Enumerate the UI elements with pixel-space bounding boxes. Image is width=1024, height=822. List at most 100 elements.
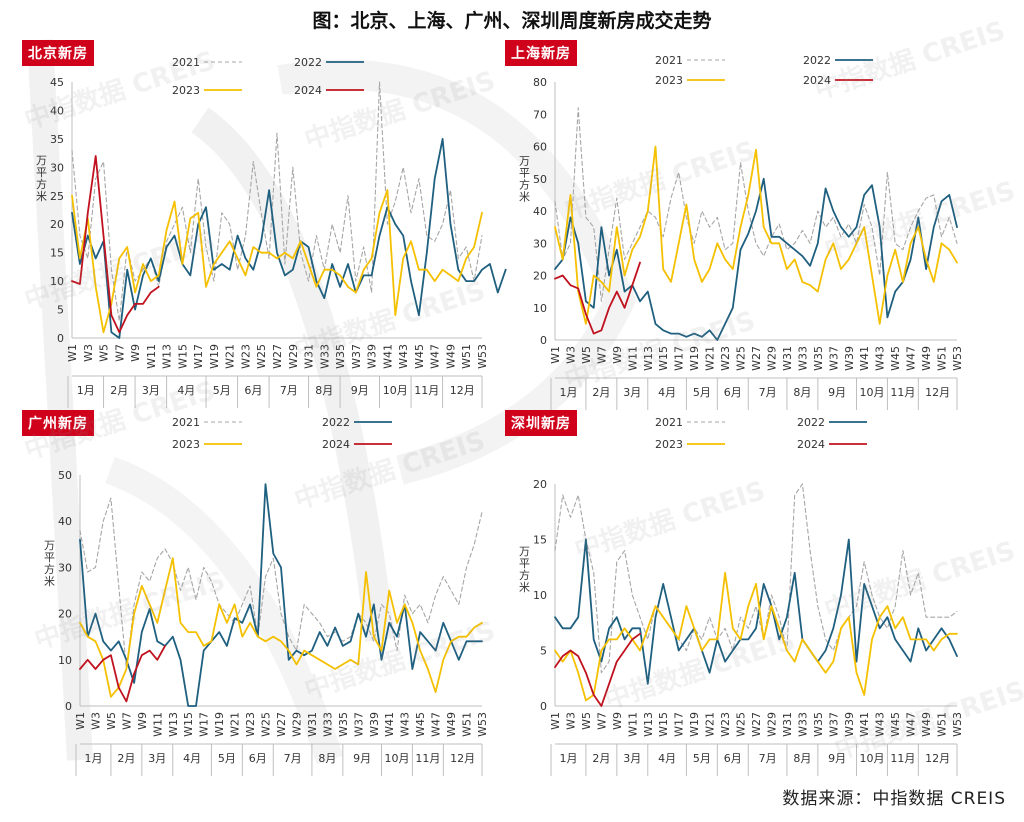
month-label: 4月 (183, 752, 201, 765)
x-tick-label: W11 (151, 712, 164, 737)
x-tick-label: W35 (334, 344, 347, 369)
x-tick-label: W25 (735, 712, 748, 737)
month-label: 5月 (693, 386, 711, 399)
legend-label: 2021 (172, 416, 200, 429)
y-tick-label: 10 (533, 302, 547, 315)
month-label: 11月 (415, 752, 440, 765)
x-tick-label: W7 (595, 346, 608, 364)
y-tick-label: 5 (57, 304, 64, 317)
y-tick-label: 20 (58, 608, 72, 621)
x-tick-label: W25 (260, 712, 273, 737)
month-label: 1月 (559, 752, 577, 765)
y-tick-label: 40 (533, 205, 547, 218)
x-tick-label: W15 (657, 712, 670, 737)
month-label: 10月 (383, 384, 408, 397)
x-tick-label: W31 (781, 712, 794, 737)
x-tick-label: W45 (414, 712, 427, 737)
x-tick-label: W31 (781, 346, 794, 371)
series-line-2024 (79, 644, 166, 703)
series-line-2022 (79, 483, 483, 707)
month-label: 7月 (280, 384, 298, 397)
x-tick-label: W27 (275, 712, 288, 737)
x-tick-label: W35 (812, 346, 825, 371)
month-label: 8月 (793, 752, 811, 765)
x-tick-label: W43 (399, 712, 412, 737)
legend-label: 2022 (322, 416, 350, 429)
month-label: 2月 (592, 752, 610, 765)
x-tick-label: W39 (843, 712, 856, 737)
y-tick-label: 15 (533, 534, 547, 547)
y-tick-label: 0 (65, 700, 72, 713)
x-tick-label: W1 (549, 346, 562, 364)
month-label: 4月 (177, 384, 195, 397)
x-tick-label: W19 (688, 712, 701, 737)
x-tick-label: W15 (182, 712, 195, 737)
legend-label: 2021 (172, 56, 200, 69)
x-tick-label: W21 (229, 712, 242, 737)
month-label: 11月 (890, 752, 915, 765)
month-label: 3月 (148, 752, 166, 765)
x-tick-label: W31 (306, 712, 319, 737)
x-tick-label: W51 (936, 346, 949, 371)
x-tick-label: W37 (827, 346, 840, 371)
month-label: 12月 (925, 386, 950, 399)
month-label: 10月 (859, 386, 884, 399)
x-tick-label: W51 (461, 712, 474, 737)
x-tick-label: W11 (626, 712, 639, 737)
series-line-2022 (554, 538, 958, 685)
month-label: 10月 (859, 752, 884, 765)
x-tick-label: W47 (905, 712, 918, 737)
y-axis-unit: 万平方米 (519, 545, 530, 594)
y-tick-label: 60 (533, 141, 547, 154)
month-label: 6月 (724, 752, 742, 765)
x-tick-label: W43 (397, 344, 410, 369)
y-tick-label: 25 (50, 190, 64, 203)
x-tick-label: W45 (413, 344, 426, 369)
x-tick-label: W39 (366, 344, 379, 369)
y-tick-label: 35 (50, 133, 64, 146)
month-label: 8月 (793, 386, 811, 399)
x-tick-label: W3 (89, 712, 102, 730)
y-axis-unit: 万平方米 (519, 155, 530, 204)
x-tick-label: W27 (750, 346, 763, 371)
x-tick-label: W27 (750, 712, 763, 737)
x-tick-label: W29 (290, 712, 303, 737)
x-tick-label: W49 (445, 712, 458, 737)
x-tick-label: W47 (429, 344, 442, 369)
x-tick-label: W31 (303, 344, 316, 369)
month-label: 9月 (353, 752, 371, 765)
x-tick-label: W15 (176, 344, 189, 369)
x-tick-label: W17 (198, 712, 211, 737)
x-tick-label: W33 (796, 712, 809, 737)
month-label: 2月 (110, 384, 128, 397)
x-tick-label: W13 (642, 346, 655, 371)
x-tick-label: W29 (287, 344, 300, 369)
city-label: 深圳新房 (505, 410, 577, 436)
x-tick-label: W53 (476, 344, 489, 369)
x-tick-label: W33 (321, 712, 334, 737)
x-tick-label: W43 (874, 712, 887, 737)
x-tick-label: W33 (318, 344, 331, 369)
x-tick-label: W37 (352, 712, 365, 737)
city-label: 上海新房 (505, 40, 577, 66)
month-label: 11月 (414, 384, 439, 397)
data-source: 数据来源：中指数据 CREIS (782, 789, 1006, 809)
y-tick-label: 20 (533, 270, 547, 283)
legend-label: 2021 (655, 54, 683, 67)
x-tick-label: W53 (951, 346, 964, 371)
x-tick-label: W5 (580, 346, 593, 364)
x-tick-label: W17 (673, 346, 686, 371)
legend-label: 2024 (294, 84, 322, 97)
chart-svg: 0 10 20 30 40 50 万平方米 W1 W3 W5 W7 W9 W11 W13 W15 W17 W19… (44, 416, 489, 776)
chart-panel-beijing: 北京新房 0 5 10 15 20 25 30 35 40 45 万平方米 W1 W3 W5 W7 W9 W11… (22, 40, 507, 412)
x-tick-label: W23 (239, 344, 252, 369)
y-tick-label: 40 (50, 104, 64, 117)
y-tick-label: 50 (533, 173, 547, 186)
x-tick-label: W37 (827, 712, 840, 737)
x-tick-label: W41 (858, 712, 871, 737)
legend-label: 2023 (655, 438, 683, 451)
month-label: 8月 (315, 384, 333, 397)
y-tick-label: 30 (533, 237, 547, 250)
x-tick-label: W9 (611, 712, 624, 730)
x-tick-label: W11 (626, 346, 639, 371)
